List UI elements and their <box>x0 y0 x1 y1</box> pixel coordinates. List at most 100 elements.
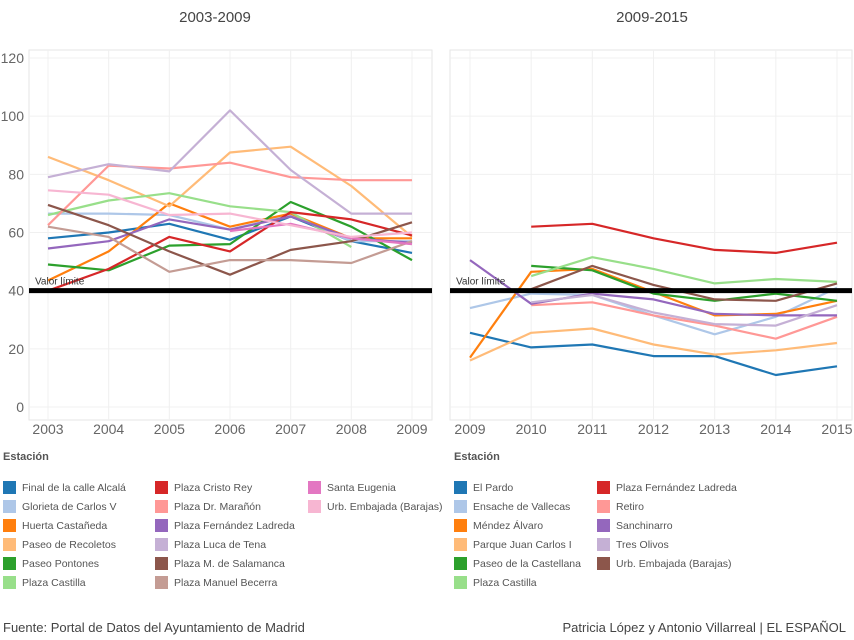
legend-swatch <box>597 519 610 532</box>
y-tick-label: 120 <box>1 50 25 66</box>
legend-label: Plaza M. de Salamanca <box>174 558 285 570</box>
legend-item[interactable]: Sanchinarro <box>597 519 673 533</box>
legend-label: Urb. Embajada (Barajas) <box>616 558 732 570</box>
legend-item[interactable]: Plaza Cristo Rey <box>155 481 252 495</box>
legend-swatch <box>3 500 16 513</box>
legend-item[interactable]: Urb. Embajada (Barajas) <box>308 500 443 514</box>
legend-label: Plaza Manuel Becerra <box>174 577 278 589</box>
legend-title: Estación <box>3 451 49 463</box>
left-chart-title: 2003-2009 <box>179 9 251 26</box>
legend-swatch <box>597 481 610 494</box>
legend-label: El Pardo <box>473 482 514 494</box>
legend-label: Urb. Embajada (Barajas) <box>327 501 443 513</box>
legend-item[interactable]: Plaza Dr. Marañón <box>155 500 261 514</box>
legend-swatch <box>3 576 16 589</box>
legend-item[interactable]: Plaza Castilla <box>3 576 86 590</box>
legend-swatch <box>454 576 467 589</box>
legend-item[interactable]: El Pardo <box>454 481 513 495</box>
x-tick-label: 2008 <box>336 421 367 437</box>
legend-item[interactable]: Plaza Fernández Ladreda <box>597 481 737 495</box>
x-tick-label: 2004 <box>93 421 124 437</box>
legend-label: Ensache de Vallecas <box>473 501 571 513</box>
legend-swatch <box>454 519 467 532</box>
series-line <box>47 200 413 272</box>
series-line <box>47 225 413 273</box>
legend-label: Paseo de Recoletos <box>22 539 116 551</box>
legend-item[interactable]: Plaza M. de Salamanca <box>155 557 285 571</box>
series-line <box>469 259 837 317</box>
plot-frame <box>449 49 853 421</box>
legend-item[interactable]: Plaza Fernández Ladreda <box>155 519 295 533</box>
legend-item[interactable]: Glorieta de Carlos V <box>3 500 117 514</box>
legend-swatch <box>155 538 168 551</box>
series-line <box>47 192 352 248</box>
x-tick-label: 2003 <box>32 421 63 437</box>
legend-item[interactable]: Ensache de Vallecas <box>454 500 570 514</box>
y-tick-label: 80 <box>8 166 24 182</box>
reference-line-label: Valor límite <box>456 277 506 288</box>
series-line <box>47 211 413 292</box>
legend-item[interactable]: Paseo Pontones <box>3 557 99 571</box>
x-tick-label: 2009 <box>454 421 485 437</box>
legend-item[interactable]: Huerta Castañeda <box>3 519 107 533</box>
legend-label: Santa Eugenia <box>327 482 396 494</box>
y-tick-label: 0 <box>16 399 24 415</box>
legend-item[interactable]: Plaza Manuel Becerra <box>155 576 277 590</box>
legend-item[interactable]: Plaza Luca de Tena <box>155 538 266 552</box>
legend-item[interactable]: Final de la calle Alcalá <box>3 481 126 495</box>
legend-item[interactable]: Retiro <box>597 500 644 514</box>
legend-item[interactable]: Parque Juan Carlos I <box>454 538 572 552</box>
x-tick-label: 2007 <box>275 421 306 437</box>
legend-label: Glorieta de Carlos V <box>22 501 117 513</box>
legend-title: Estación <box>454 451 500 463</box>
legend-item[interactable]: Tres Olivos <box>597 538 669 552</box>
legend-label: Plaza Dr. Marañón <box>174 501 261 513</box>
series-line <box>47 203 413 276</box>
series-line <box>531 222 838 254</box>
legend-swatch <box>155 519 168 532</box>
y-tick-label: 100 <box>1 108 25 124</box>
legend-label: Plaza Castilla <box>22 577 86 589</box>
legend-swatch <box>3 519 16 532</box>
legend-swatch <box>3 557 16 570</box>
legend-swatch <box>155 481 168 494</box>
legend-label: Paseo Pontones <box>22 558 100 570</box>
legend-item[interactable]: Paseo de Recoletos <box>3 538 116 552</box>
y-tick-label: 20 <box>8 341 24 357</box>
legend-label: Plaza Fernández Ladreda <box>174 520 295 532</box>
legend-item[interactable]: Méndez Álvaro <box>454 519 543 533</box>
legend-label: Final de la calle Alcalá <box>22 482 126 494</box>
series-line <box>47 145 413 238</box>
x-tick-label: 2014 <box>760 421 791 437</box>
y-tick-label: 60 <box>8 225 24 241</box>
y-tick-label: 40 <box>8 283 24 299</box>
legend-label: Paseo de la Castellana <box>473 558 581 570</box>
legend-swatch <box>155 500 168 513</box>
legend-label: Méndez Álvaro <box>473 520 544 532</box>
line-charts: 0 20 40 60 80 100 120 2003 2004 2005 2006 2007 2008 2… <box>1 49 853 437</box>
series-line <box>469 327 838 362</box>
legend-swatch <box>597 557 610 570</box>
source-note: Fuente: Portal de Datos del Ayuntamiento… <box>3 620 305 635</box>
legend-label: Plaza Fernández Ladreda <box>616 482 737 494</box>
series-line <box>47 161 412 226</box>
legend-item[interactable]: Plaza Castilla <box>454 576 537 590</box>
series-line <box>47 189 413 238</box>
legend-label: Sanchinarro <box>616 520 673 532</box>
legend-swatch <box>454 481 467 494</box>
legend-swatch <box>597 500 610 513</box>
x-tick-label: 2013 <box>699 421 730 437</box>
legend-swatch <box>155 557 168 570</box>
legend-swatch <box>308 481 321 494</box>
x-tick-label: 2010 <box>516 421 547 437</box>
legend-item[interactable]: Santa Eugenia <box>308 481 396 495</box>
right-chart-title: 2009-2015 <box>616 9 688 26</box>
legend-item[interactable]: Paseo de la Castellana <box>454 557 581 571</box>
reference-line-label: Valor límite <box>35 277 85 288</box>
x-tick-label: 2011 <box>577 421 607 437</box>
legend-item[interactable]: Urb. Embajada (Barajas) <box>597 557 732 571</box>
legend-swatch <box>454 538 467 551</box>
x-tick-label: 2009 <box>396 421 427 437</box>
series-line <box>530 256 838 285</box>
legend-label: Plaza Luca de Tena <box>174 539 267 551</box>
